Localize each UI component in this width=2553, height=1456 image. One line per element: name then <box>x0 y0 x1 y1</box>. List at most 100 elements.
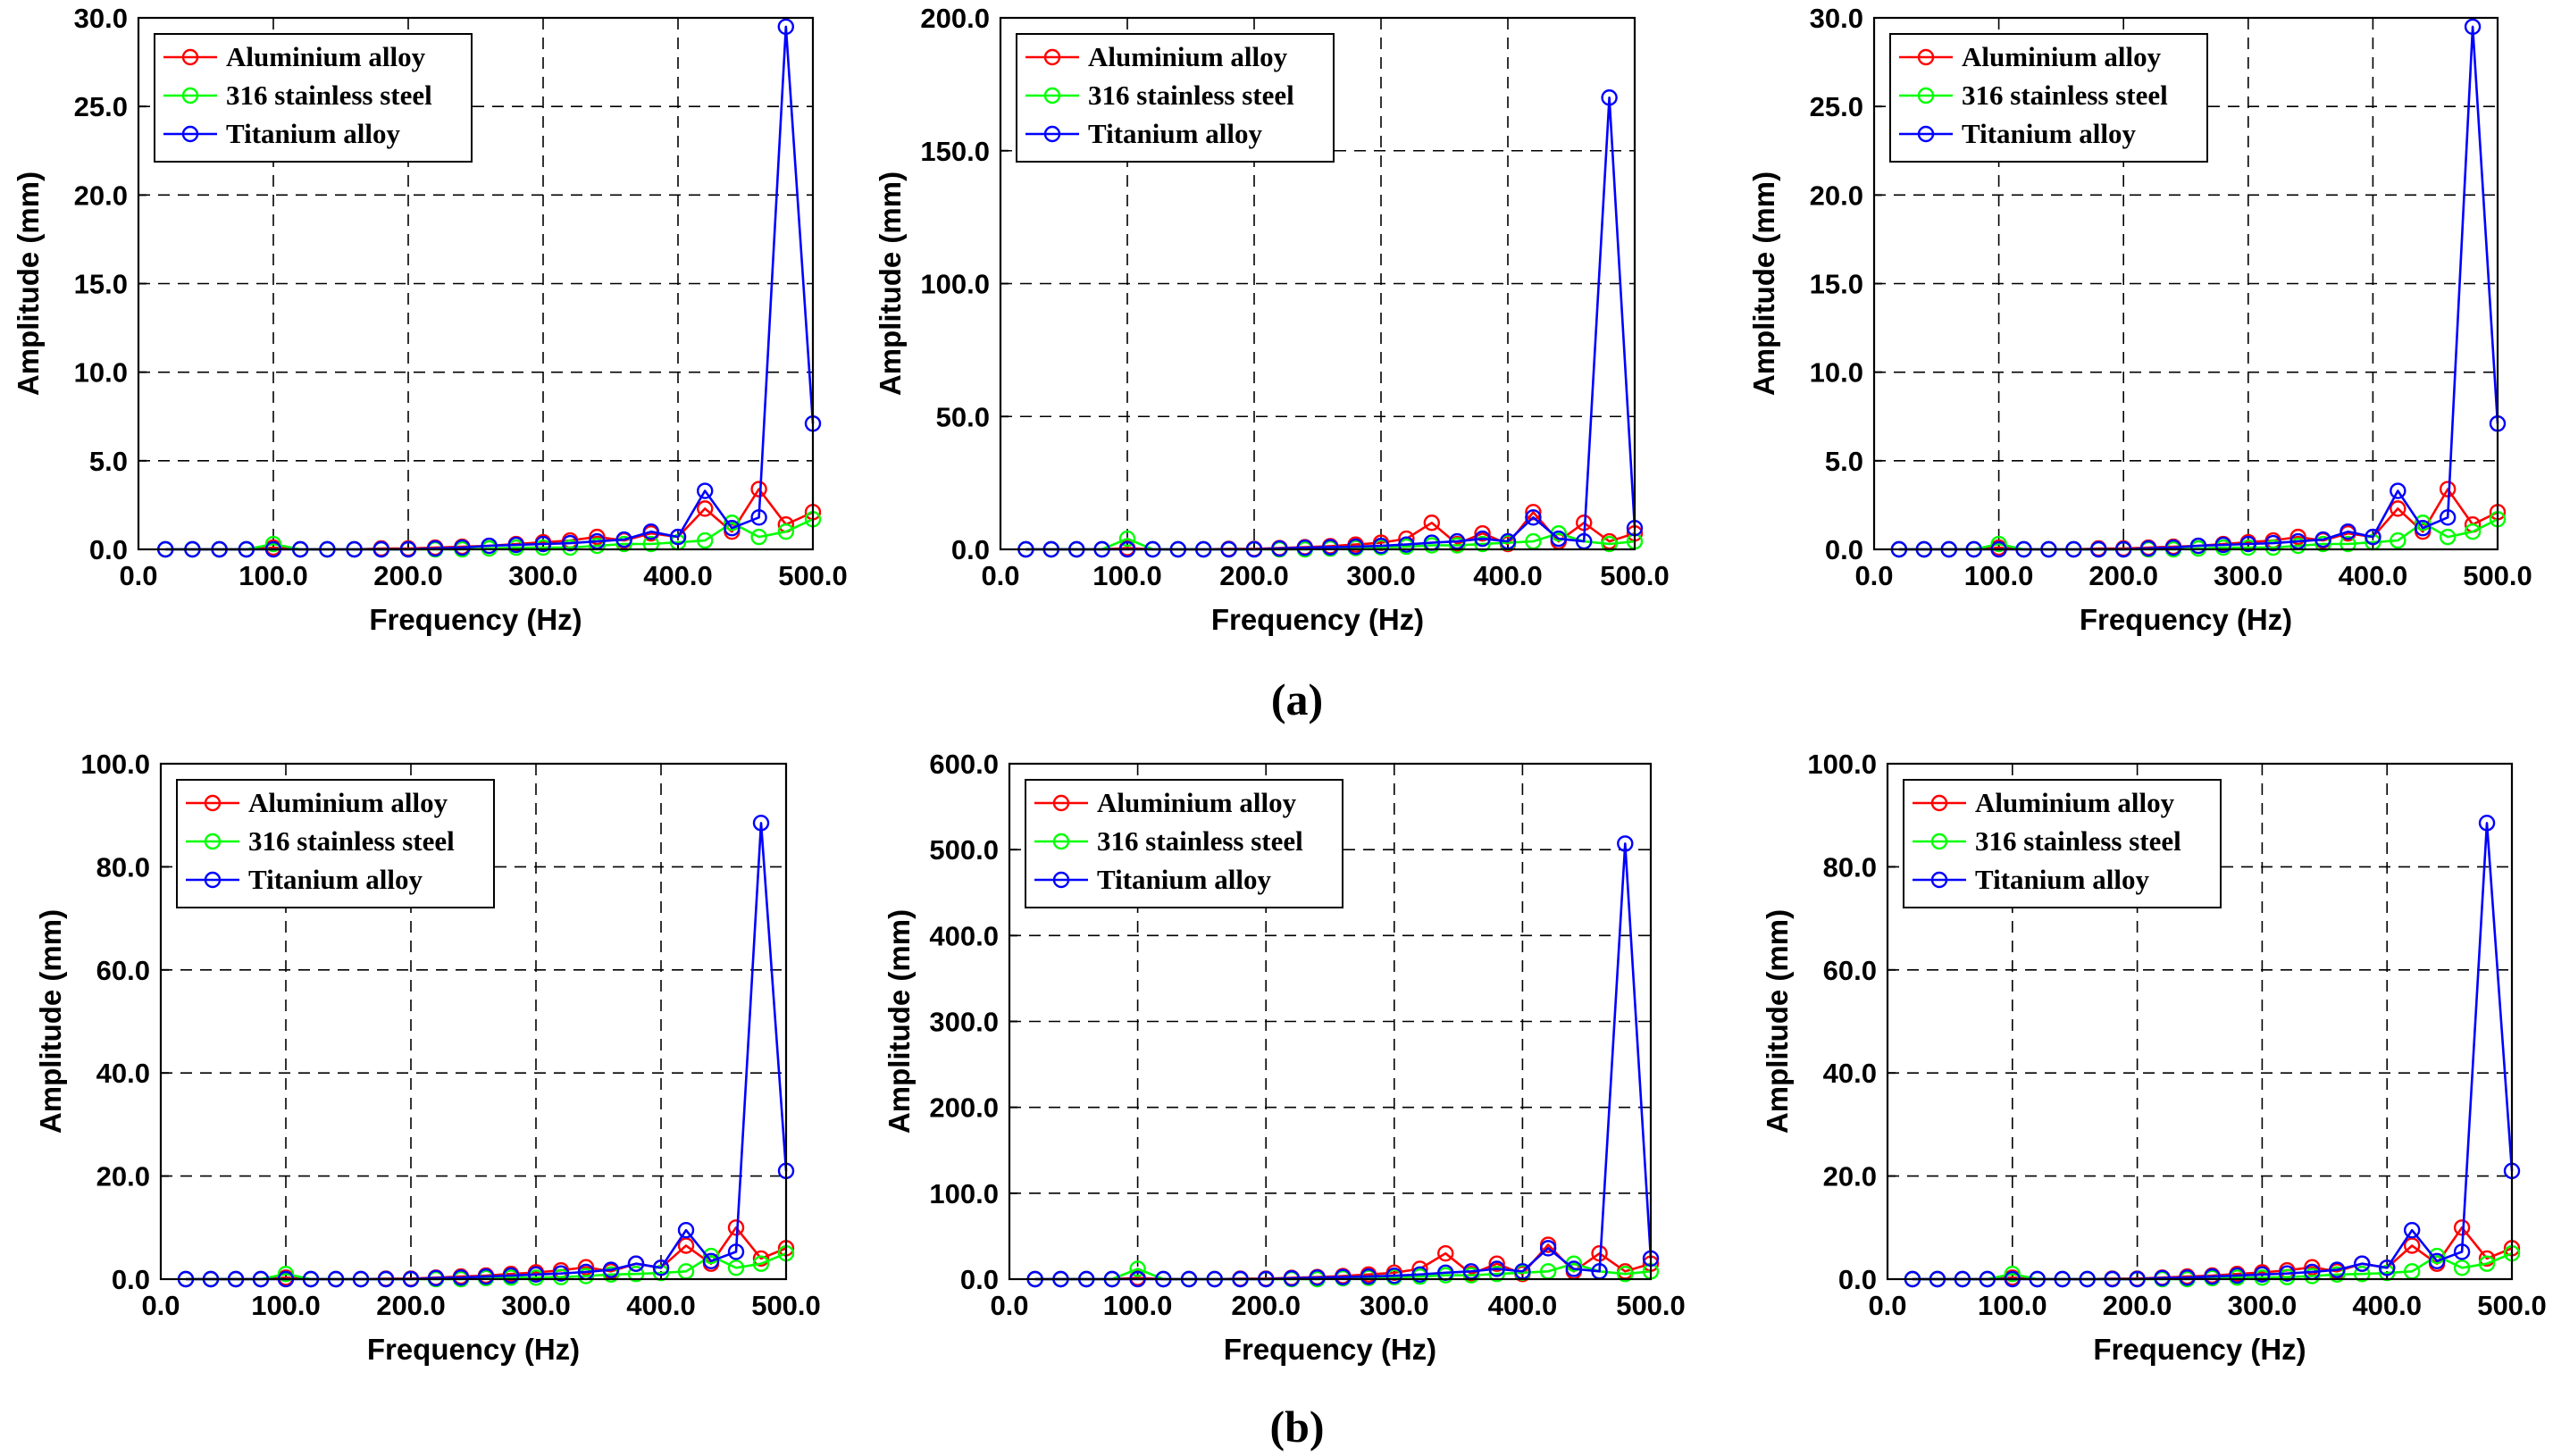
x-tick-label: 0.0 <box>990 1290 1028 1321</box>
data-point-aluminium-alloy <box>677 1237 695 1254</box>
x-tick-label: 400.0 <box>1488 1290 1558 1321</box>
plot-frame <box>1008 762 1653 1281</box>
y-tick-label: 150.0 <box>920 136 990 167</box>
y-axis-label: Amplitude (mm) <box>1761 909 1794 1134</box>
y-tick-label: 60.0 <box>96 955 150 986</box>
y-tick-label: 10.0 <box>1810 357 1863 389</box>
data-point-titanium-alloy <box>2453 1243 2471 1260</box>
legend-marker-aluminium-alloy <box>204 794 222 812</box>
data-point-316-stainless-steel <box>724 515 741 531</box>
data-point-titanium-alloy <box>2439 509 2457 526</box>
data-point-titanium-alloy <box>2365 528 2381 546</box>
data-point-titanium-alloy <box>1372 537 1390 555</box>
data-point-titanium-alloy <box>2390 482 2407 499</box>
data-point-aluminium-alloy <box>697 500 714 517</box>
y-tick-label: 10.0 <box>74 357 128 389</box>
x-tick-label: 300.0 <box>2228 1290 2298 1321</box>
data-point-titanium-alloy <box>527 1266 545 1284</box>
legend-box <box>1903 779 2222 908</box>
legend-box <box>1025 779 1343 908</box>
data-point-titanium-alloy <box>652 1259 670 1276</box>
legend-label-titanium-alloy: Titanium alloy <box>1097 864 1271 895</box>
x-axis-label: Frequency (Hz) <box>1211 603 1424 636</box>
x-tick-label: 300.0 <box>508 560 578 591</box>
y-tick-label: 100.0 <box>920 269 990 300</box>
x-tick-label: 500.0 <box>1600 560 1670 591</box>
legend: Aluminium alloy 316 stainless steel Titani… <box>1889 33 2208 163</box>
data-point-titanium-alloy <box>2254 1266 2271 1284</box>
legend-marker-titanium-alloy <box>204 871 222 889</box>
data-point-aluminium-alloy <box>2478 1250 2496 1268</box>
charts-layer: 0.0 100.0 200.0 300.0 400.0 500.0 0.0 5.0 10.0 15… <box>12 3 2547 1366</box>
y-tick-label: 80.0 <box>96 851 150 883</box>
data-point-titanium-alloy <box>702 1252 720 1270</box>
data-point-316-stainless-steel <box>2464 523 2482 540</box>
data-point-titanium-alloy <box>642 523 659 540</box>
data-point-aluminium-alloy <box>752 1250 770 1268</box>
y-tick-label: 40.0 <box>96 1058 150 1089</box>
data-point-titanium-alloy <box>677 1221 695 1239</box>
data-point-titanium-alloy <box>1474 530 1491 548</box>
data-point-titanium-alloy <box>481 537 498 555</box>
data-point-titanium-alloy <box>1385 1267 1403 1284</box>
legend-marker-aluminium-alloy <box>1930 794 1948 812</box>
y-tick-label: 300.0 <box>929 1007 999 1038</box>
y-tick-label: 5.0 <box>1825 446 1863 477</box>
x-tick-label: 500.0 <box>2477 1290 2547 1321</box>
data-point-titanium-alloy <box>1617 835 1634 852</box>
chart-a2: 0.0 100.0 200.0 300.0 400.0 500.0 0.0 50.0 100.0… <box>874 3 1670 636</box>
data-point-aluminium-alloy <box>2289 528 2306 546</box>
y-axis-label: Amplitude (mm) <box>874 172 907 396</box>
y-tick-label: 15.0 <box>74 269 128 300</box>
legend-label-titanium-alloy: Titanium alloy <box>226 118 400 149</box>
data-point-titanium-alloy <box>1398 536 1415 553</box>
y-axis-label: Amplitude (mm) <box>1747 172 1780 396</box>
x-tick-label: 300.0 <box>501 1290 571 1321</box>
data-point-titanium-alloy <box>627 1255 645 1272</box>
data-point-titanium-alloy <box>2464 18 2482 36</box>
legend: Aluminium alloy 316 stainless steel Titani… <box>1903 779 2222 908</box>
data-point-aluminium-alloy <box>589 528 606 546</box>
data-point-316-stainless-steel <box>750 528 767 546</box>
chart-a3: 0.0 100.0 200.0 300.0 400.0 500.0 0.0 5.0 10.0 15… <box>1747 3 2532 636</box>
legend-label-316-stainless-steel: 316 stainless steel <box>1975 825 2181 857</box>
legend-label-316-stainless-steel: 316 stainless steel <box>1962 79 2168 111</box>
chart-b3: 0.0 100.0 200.0 300.0 400.0 500.0 0.0 20.0 40.0 6… <box>1761 749 2547 1366</box>
y-tick-label: 60.0 <box>1823 955 1877 986</box>
y-tick-label: 0.0 <box>951 534 990 565</box>
y-tick-label: 25.0 <box>74 91 128 122</box>
y-tick-label: 20.0 <box>96 1161 150 1192</box>
x-tick-label: 0.0 <box>981 560 1019 591</box>
y-tick-label: 0.0 <box>1838 1264 1877 1295</box>
legend-label-aluminium-alloy: Aluminium alloy <box>1097 787 1297 818</box>
legend-label-titanium-alloy: Titanium alloy <box>1088 118 1262 149</box>
data-point-titanium-alloy <box>552 1265 570 1282</box>
chart-b2: 0.0 100.0 200.0 300.0 400.0 500.0 0.0 100.0 200.… <box>883 749 1686 1366</box>
data-point-titanium-alloy <box>2378 1259 2396 1276</box>
y-tick-label: 20.0 <box>1823 1161 1877 1192</box>
legend-marker-316-stainless-steel <box>204 833 222 850</box>
data-point-titanium-alloy <box>2329 1261 2346 1278</box>
data-point-aluminium-alloy <box>1437 1244 1454 1262</box>
data-point-316-stainless-steel <box>2329 1266 2346 1284</box>
y-tick-label: 50.0 <box>936 401 990 432</box>
data-point-316-stainless-steel <box>2439 528 2457 546</box>
data-point-316-stainless-steel <box>2340 535 2356 553</box>
x-tick-label: 500.0 <box>751 1290 821 1321</box>
data-point-titanium-alloy <box>1296 540 1314 556</box>
y-tick-label: 15.0 <box>1810 269 1863 300</box>
data-point-316-stainless-steel <box>602 1266 620 1284</box>
data-point-316-stainless-steel <box>264 535 282 553</box>
data-point-316-stainless-steel <box>2415 515 2432 531</box>
x-axis-label: Frequency (Hz) <box>2093 1333 2306 1366</box>
data-point-titanium-alloy <box>1539 1240 1557 1257</box>
x-tick-label: 0.0 <box>119 560 157 591</box>
data-point-316-stainless-steel <box>2390 531 2407 549</box>
data-point-316-stainless-steel <box>2478 1255 2496 1272</box>
legend-marker-aluminium-alloy <box>181 48 199 66</box>
series-line-316-stainless-steel <box>186 1251 787 1281</box>
data-point-titanium-alloy <box>2204 1268 2221 1285</box>
data-point-titanium-alloy <box>2340 523 2356 540</box>
data-point-316-stainless-steel <box>702 1247 720 1265</box>
data-point-316-stainless-steel <box>642 535 659 553</box>
